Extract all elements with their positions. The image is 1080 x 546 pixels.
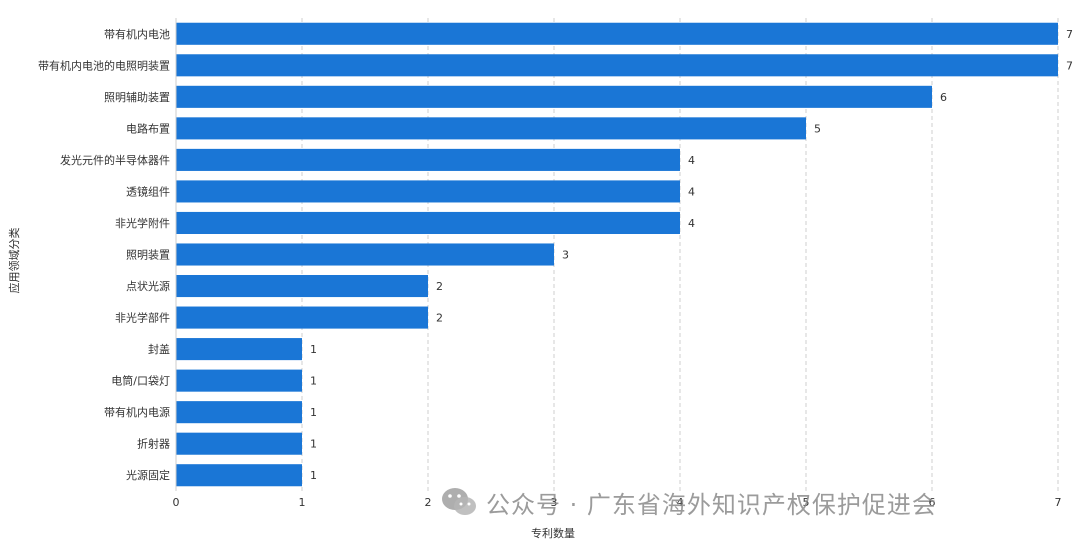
bar (176, 306, 428, 329)
x-tick-label: 1 (299, 496, 306, 509)
bar (176, 464, 302, 487)
category-label: 透镜组件 (126, 184, 170, 198)
y-axis-title: 应用领域分类 (7, 228, 21, 294)
category-label: 电路布置 (126, 122, 170, 135)
x-tick-label: 2 (425, 496, 432, 509)
bar (176, 338, 302, 361)
watermark: 公众号 · 广东省海外知识产权保护促进会 (440, 482, 937, 522)
category-label: 电筒/口袋灯 (111, 374, 170, 388)
bar (176, 22, 1058, 45)
bar (176, 117, 806, 140)
bar (176, 243, 554, 266)
category-label: 发光元件的半导体器件 (60, 153, 170, 167)
category-label: 非光学附件 (115, 216, 170, 230)
bars (176, 22, 1058, 487)
bar (176, 211, 680, 235)
value-label: 4 (688, 217, 695, 230)
bar (176, 401, 302, 424)
category-label: 带有机内电池 (104, 27, 170, 41)
bar (176, 369, 302, 392)
value-label: 4 (688, 154, 695, 167)
category-label: 照明装置 (126, 249, 170, 262)
category-label: 点状光源 (126, 279, 170, 293)
value-label: 1 (310, 375, 317, 388)
value-label: 5 (814, 122, 821, 135)
value-label: 1 (310, 406, 317, 419)
x-tick-label: 0 (173, 496, 180, 509)
bar (176, 432, 302, 455)
value-label: 3 (562, 249, 569, 262)
value-label: 1 (310, 469, 317, 482)
bar (176, 85, 932, 108)
wechat-icon (442, 488, 476, 515)
category-label: 带有机内电池的电照明装置 (38, 58, 170, 72)
bar (176, 148, 680, 171)
value-label: 1 (310, 438, 317, 451)
category-label: 光源固定 (126, 468, 170, 482)
bar (176, 274, 428, 298)
x-tick-label: 7 (1055, 496, 1062, 509)
x-tick-label: 5 (803, 496, 810, 509)
bar (176, 180, 680, 203)
value-label: 2 (436, 312, 443, 325)
x-axis-title: 专利数量 (531, 526, 575, 540)
bar (176, 54, 1058, 77)
value-label: 2 (436, 280, 443, 293)
category-label: 折射器 (137, 437, 170, 451)
x-tick-label: 4 (677, 496, 684, 509)
watermark-text: 公众号 · 广东省海外知识产权保护促进会 (486, 490, 937, 519)
category-label: 封盖 (148, 342, 170, 356)
value-label: 7 (1066, 28, 1073, 41)
value-labels: 7 7 6 5 4 4 4 3 2 2 1 1 1 1 1 (310, 28, 1073, 482)
value-label: 4 (688, 185, 695, 198)
value-label: 6 (940, 91, 947, 104)
x-tick-label: 3 (551, 496, 558, 509)
x-tick-labels: 0 1 2 3 4 5 6 7 (173, 496, 1062, 509)
x-tick-label: 6 (929, 496, 936, 509)
category-label: 照明辅助装置 (104, 90, 170, 104)
category-labels: 带有机内电池带有机内电池的电照明装置照明辅助装置电路布置发光元件的半导体器件透镜… (38, 27, 170, 482)
category-label: 带有机内电源 (104, 405, 170, 419)
value-label: 7 (1066, 59, 1073, 72)
value-label: 1 (310, 343, 317, 356)
category-label: 非光学部件 (115, 311, 170, 325)
